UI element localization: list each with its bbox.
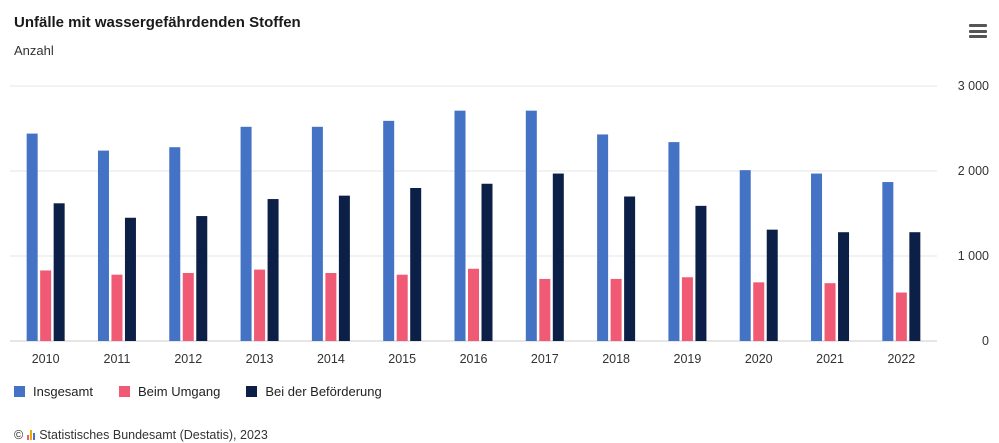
x-tick-label: 2013 [246,352,274,366]
x-tick-label: 2014 [317,352,345,366]
bar [338,195,350,341]
y-tick-label: 2 000 [958,164,989,178]
x-tick-label: 2021 [816,352,844,366]
legend-item-insgesamt[interactable]: Insgesamt [14,384,93,399]
bar [396,274,408,341]
bar [882,182,894,341]
legend-label: Beim Umgang [137,384,221,399]
bar [668,142,680,341]
legend-item-beim-umgang[interactable]: Beim Umgang [118,384,221,399]
bar [695,205,707,341]
bar [240,126,252,341]
bar [525,110,537,342]
destatis-logo-icon [27,430,36,440]
legend-item-bei-der-befoerderung[interactable]: Bei der Beförderung [246,384,382,399]
copyright-symbol: © [14,428,24,442]
x-tick-label: 2018 [602,352,630,366]
x-tick-label: 2017 [531,352,559,366]
y-tick-label: 3 000 [958,79,989,93]
bar [311,126,323,341]
hamburger-menu-icon[interactable] [969,24,987,38]
bar [325,273,337,341]
bar [539,278,551,341]
bar [766,229,778,341]
x-tick-label: 2012 [174,352,202,366]
legend-swatch [14,386,25,397]
bar [597,134,609,341]
bar [838,232,850,341]
x-tick-label: 2019 [674,352,702,366]
x-tick-label: 2015 [388,352,416,366]
chart-legend: Insgesamt Beim Umgang Bei der Beförderun… [14,384,382,399]
legend-swatch [118,386,130,397]
bar [53,203,65,341]
bar [267,199,279,341]
bar [468,268,479,341]
bar [681,277,693,341]
x-tick-label: 2020 [745,352,773,366]
bar [383,120,395,341]
bar [124,217,136,341]
bar [169,147,181,341]
bar-chart: 0 1 000 2 000 3 000 2010 2011 2012 2013 2014 2015… [10,79,989,366]
bar [552,173,564,341]
bar [824,283,836,341]
bar [739,170,751,341]
bar [753,282,765,341]
y-tick-label: 1 000 [958,249,989,263]
x-tick-label: 2011 [104,352,131,366]
x-tick-label: 2010 [32,352,60,366]
bar [40,270,52,341]
bar [481,183,493,341]
x-tick-label: 2016 [460,352,488,366]
bar [254,269,266,341]
source-text[interactable]: Statistisches Bundesamt (Destatis), 2023 [39,428,268,442]
x-tick-label: 2022 [887,352,915,366]
legend-label: Insgesamt [33,384,93,399]
bar [624,196,636,341]
bar [410,188,422,341]
chart-title: Unfälle mit wassergefährdenden Stoffen [14,14,301,31]
bar [182,273,194,341]
bar [909,232,921,341]
chart-subtitle: Anzahl [14,43,54,58]
bar [454,110,466,342]
bar [610,278,622,341]
y-tick-label: 0 [982,334,989,348]
bar [111,274,123,341]
bar [895,292,907,341]
bar [26,133,38,341]
bar [97,150,109,341]
bar [196,216,208,341]
source-footer: © Statistisches Bundesamt (Destatis), 20… [14,428,268,442]
bar [811,173,823,341]
legend-label: Bei der Beförderung [265,384,382,399]
legend-swatch [246,386,258,397]
